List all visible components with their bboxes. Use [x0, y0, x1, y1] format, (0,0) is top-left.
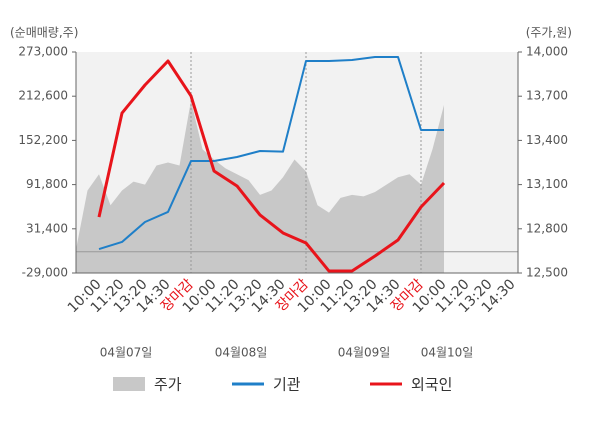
series-line [98, 55, 444, 251]
day-label: 04월07일 [100, 346, 153, 360]
y2-tick-label: 13,400 [526, 133, 568, 147]
legend-label: 기관 [273, 376, 301, 394]
legend-label: 주가 [154, 376, 182, 394]
day-label: 04월09일 [338, 346, 391, 360]
y-tick-label: 31,400 [26, 221, 68, 235]
legend-swatch [113, 377, 145, 391]
legend-label: 외국인 [411, 376, 452, 394]
y2-tick-label: 13,100 [526, 177, 568, 191]
series-line [97, 59, 446, 273]
y2-tick-label: 12,800 [526, 221, 568, 235]
day-label: 04월08일 [215, 346, 268, 360]
y-tick-label: 212,600 [18, 89, 68, 103]
day-label: 04월10일 [421, 346, 474, 360]
y2-tick-label: 12,500 [526, 266, 568, 280]
y2-axis-label: (주가,원) [526, 26, 572, 40]
y2-tick-label: 14,000 [526, 45, 568, 59]
price-area [76, 100, 444, 274]
y-tick-label: -29,000 [22, 266, 68, 280]
y-axis-label: (순매매량,주) [10, 26, 78, 40]
y-tick-label: 91,800 [26, 177, 68, 191]
y2-tick-label: 13,700 [526, 89, 568, 103]
y-tick-label: 273,000 [18, 45, 68, 59]
y-tick-label: 152,200 [18, 133, 68, 147]
